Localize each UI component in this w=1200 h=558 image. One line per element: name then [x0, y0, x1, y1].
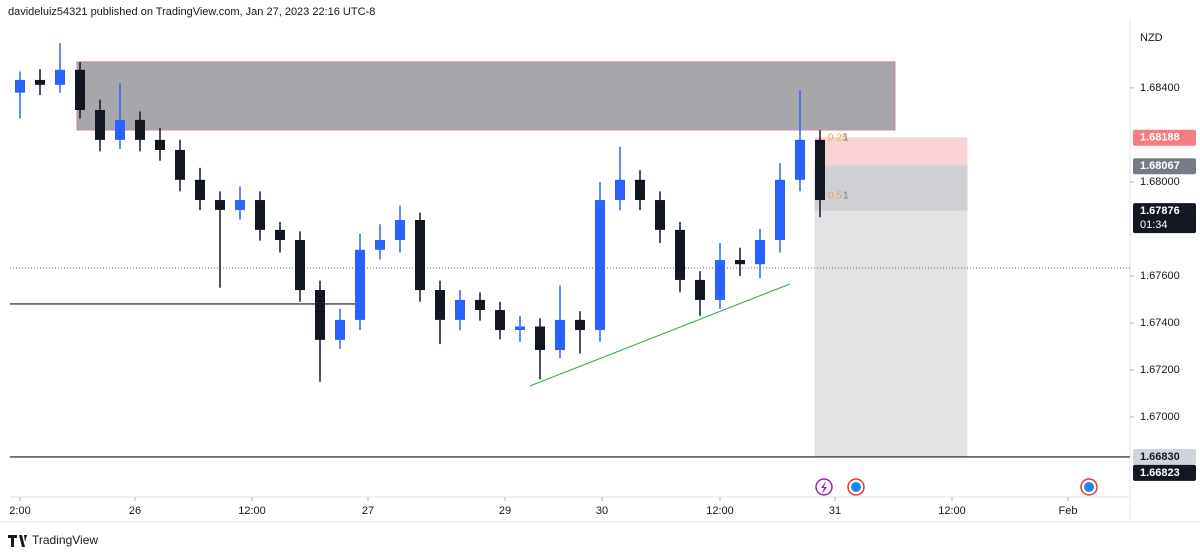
zone	[814, 210, 968, 458]
drawing-label: 1	[843, 132, 849, 143]
candle-body	[175, 149, 185, 180]
candle-body	[695, 279, 705, 300]
x-tick-label: 26	[129, 505, 141, 517]
x-tick-label: 12:00	[706, 505, 734, 517]
y-tick-label: 1.67200	[1140, 364, 1180, 376]
y-tick-label: 1.67000	[1140, 411, 1180, 423]
candle-body	[615, 179, 625, 201]
currency: NZD	[1140, 32, 1163, 44]
candle-body	[135, 119, 145, 140]
candle-body	[795, 139, 805, 180]
candle-body	[755, 239, 765, 265]
candle-body	[815, 139, 825, 201]
drawing-label: 0.25	[828, 132, 848, 143]
candle-body	[215, 200, 225, 210]
drawing-line	[529, 283, 791, 387]
y-tick-label: 1.67600	[1140, 270, 1180, 282]
candle-body	[415, 220, 425, 291]
candle-body	[495, 310, 505, 331]
candle-body	[335, 319, 345, 340]
price-tag-label: 1.66830	[1140, 451, 1180, 463]
x-tick-label: Feb	[1059, 505, 1078, 517]
zone	[814, 165, 968, 212]
x-tick-label: 31	[829, 505, 841, 517]
event-icon-inner	[1084, 482, 1094, 492]
price-tag-countdown: 01:34	[1140, 219, 1168, 231]
candle-body	[635, 179, 645, 201]
x-tick-label: 2:00	[9, 505, 30, 517]
candle-body	[555, 319, 565, 350]
event-icon-bolt	[821, 481, 827, 494]
candle-body	[515, 326, 525, 331]
candle-body	[575, 319, 585, 331]
candle-body	[395, 220, 405, 240]
candle-body	[775, 179, 785, 240]
price-tag-label: 1.68188	[1140, 132, 1180, 144]
candle-body	[595, 200, 605, 331]
y-tick-label: 1.67400	[1140, 317, 1180, 329]
candle-body	[55, 69, 65, 85]
candle-body	[735, 259, 745, 265]
candle-body	[355, 249, 365, 320]
price-tag-label: 1.67876	[1140, 205, 1180, 217]
candle-body	[75, 69, 85, 111]
price-tag	[1133, 158, 1196, 175]
price-tag	[1133, 203, 1196, 234]
candle-body	[675, 229, 685, 280]
drawing-label: 1	[843, 191, 849, 202]
candle-body	[35, 79, 45, 85]
candle-body	[235, 200, 245, 210]
x-tick-label: 30	[596, 505, 608, 517]
candle-body	[315, 290, 325, 340]
event-icon-inner	[851, 482, 861, 492]
zone	[814, 137, 968, 167]
y-tick-label: 1.68000	[1140, 176, 1180, 188]
candle-body	[15, 79, 25, 93]
x-tick-label: 27	[362, 505, 374, 517]
header-text: davideluiz54321 published on TradingView…	[8, 6, 375, 18]
candle-body	[155, 139, 165, 150]
y-tick-label: 1.68400	[1140, 82, 1180, 94]
candle-body	[455, 299, 465, 320]
candle-body	[655, 200, 665, 230]
candle-body	[115, 119, 125, 140]
candle-body	[435, 290, 445, 320]
candle-body	[255, 200, 265, 230]
candle-body	[535, 326, 545, 350]
price-tag-label: 1.68067	[1140, 160, 1180, 172]
drawing-label: 0.5	[828, 191, 842, 202]
price-tag	[1133, 448, 1196, 465]
x-tick-label: 29	[499, 505, 511, 517]
x-tick-label: 12:00	[238, 505, 266, 517]
candle-body	[95, 110, 105, 140]
candle-body	[375, 239, 385, 250]
candle-body	[475, 299, 485, 311]
candle-body	[715, 259, 725, 300]
price-tag	[1133, 464, 1196, 481]
footer-brand: TradingView	[32, 533, 98, 547]
price-tag	[1133, 129, 1196, 146]
x-tick-label: 12:00	[938, 505, 966, 517]
candle-body	[195, 179, 205, 201]
zone	[76, 61, 896, 131]
candle-body	[295, 239, 305, 291]
candle-body	[275, 229, 285, 240]
footer-logo	[8, 535, 27, 547]
price-tag-label: 1.66823	[1140, 467, 1180, 479]
